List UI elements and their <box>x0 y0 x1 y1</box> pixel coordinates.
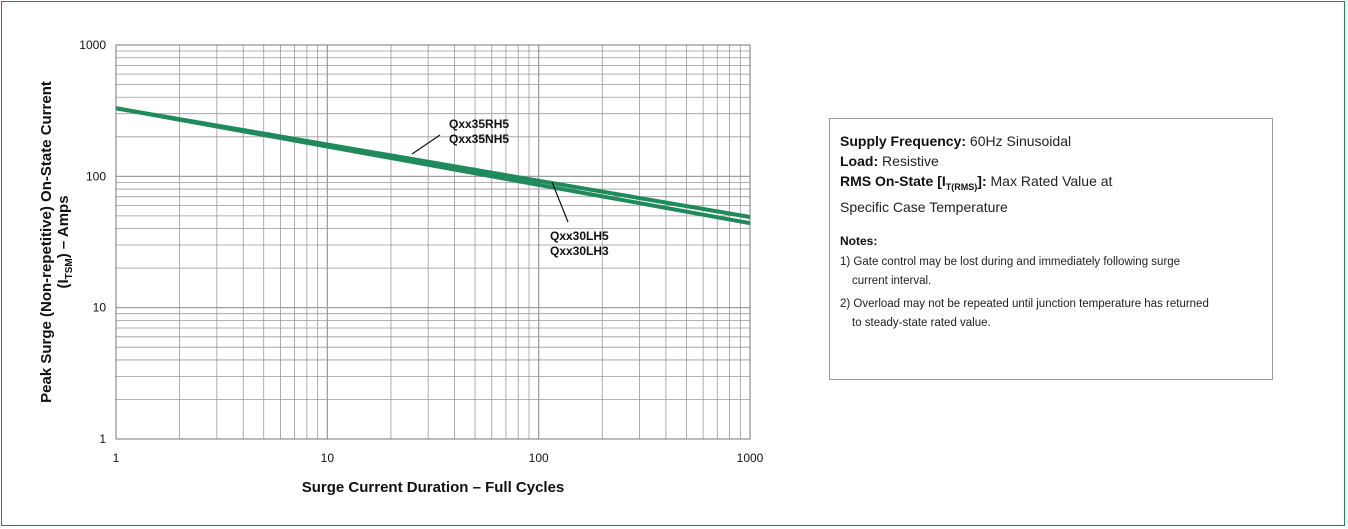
x-tick-label: 100 <box>529 451 549 465</box>
note-item-2: 2) Overload may not be repeated until ju… <box>840 297 1209 329</box>
grid-layer <box>115 44 751 440</box>
y-tick-label: 1 <box>99 432 106 446</box>
series-2-leader-line <box>551 181 569 223</box>
series-1-label-b: Qxx35NH5 <box>449 132 509 146</box>
y-tick-label: 100 <box>86 169 106 183</box>
series-2-label-b: Qxx30LH3 <box>550 244 609 258</box>
supply-frequency-line: Supply Frequency: 60Hz Sinusoidal <box>840 133 1072 149</box>
rms-line-2: Specific Case Temperature <box>840 198 1008 215</box>
series-1-leader-line <box>411 134 441 155</box>
load-line: Load: Resistive <box>840 153 939 169</box>
notes-title: Notes: <box>840 233 878 248</box>
y-axis-title-line2-group: (ITSM) – Amps <box>55 195 75 288</box>
rms-line: RMS On-State [IT(RMS)]: Max Rated Value … <box>840 173 1113 192</box>
y-axis-title-group: Peak Surge (Non-repetitive) On-State Cur… <box>38 81 55 403</box>
plot-area-border <box>115 44 751 440</box>
series-line-2 <box>115 106 751 226</box>
x-axis-title: Surge Current Duration – Full Cycles <box>302 479 565 496</box>
y-tick-label: 1000 <box>79 38 106 52</box>
note-item-1: 1) Gate control may be lost during and i… <box>840 255 1181 287</box>
series-2-label-a: Qxx30LH5 <box>550 229 609 243</box>
y-tick-label: 10 <box>93 301 107 315</box>
series-1-label-a: Qxx35RH5 <box>449 117 509 131</box>
x-tick-label: 1000 <box>737 451 764 465</box>
series-layer <box>115 106 751 226</box>
y-axis-title-line2: (ITSM) – Amps <box>55 195 75 288</box>
x-tick-label: 10 <box>321 451 335 465</box>
x-tick-label: 1 <box>113 451 120 465</box>
conditions-notes-box: Supply Frequency: 60Hz Sinusoidal Load: … <box>829 118 1273 380</box>
y-axis-title-line1: Peak Surge (Non-repetitive) On-State Cur… <box>38 81 55 403</box>
